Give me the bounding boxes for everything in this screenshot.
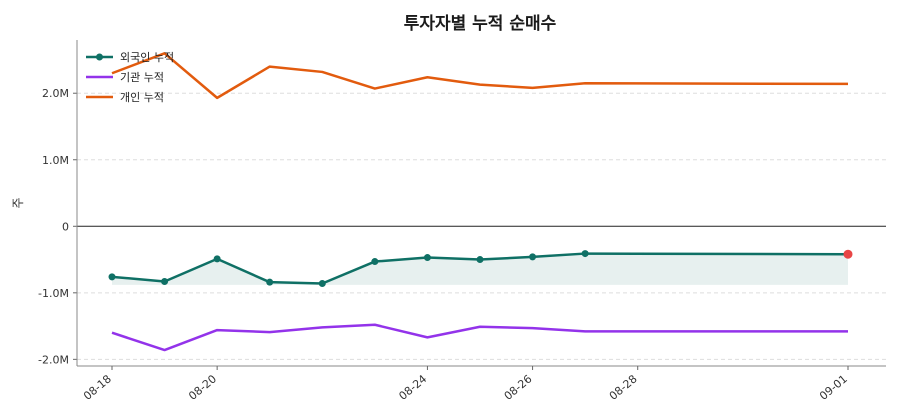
x-tick-label: 08-28 (607, 372, 640, 403)
legend-label: 기관 누적 (120, 71, 164, 84)
data-point (423, 254, 431, 262)
data-point (529, 253, 537, 261)
y-tick-label: -1.0M (38, 287, 69, 300)
series-line (111, 323, 848, 352)
data-point (266, 278, 274, 286)
y-tick-label: 1.0M (42, 154, 69, 167)
x-tick-label: 09-01 (817, 372, 850, 403)
chart-title: 투자자별 누적 순매수 (403, 14, 557, 34)
series-area-fill (112, 253, 848, 285)
series-line (111, 52, 849, 100)
x-tick-label: 08-18 (81, 372, 114, 403)
series-lines (111, 52, 849, 352)
data-point (581, 250, 589, 258)
y-tick-label: -2.0M (38, 353, 69, 366)
series-markers (108, 249, 853, 288)
axes (73, 40, 886, 370)
legend-label: 외국인 누적 (120, 51, 174, 64)
x-tick-label: 08-20 (186, 372, 219, 403)
x-tick-label: 08-26 (502, 372, 535, 403)
area-fill (112, 253, 848, 285)
data-point (476, 256, 484, 264)
y-tick-label: 2.0M (42, 87, 69, 100)
legend-label: 개인 누적 (120, 91, 164, 104)
y-tick-label: 0 (62, 220, 69, 233)
x-tick-label: 08-24 (397, 372, 430, 403)
data-point (318, 280, 326, 288)
data-point (108, 273, 116, 281)
legend-marker (96, 53, 103, 61)
data-point (371, 258, 379, 266)
data-point (213, 255, 221, 263)
y-axis-label: 주 (11, 197, 25, 208)
tick-labels: 2.0M 1.0M 0 -1.0M -2.0M 08-18 08-20 08-24 08-26 0… (38, 87, 850, 403)
data-point (161, 278, 169, 286)
last-point-marker (843, 249, 853, 259)
